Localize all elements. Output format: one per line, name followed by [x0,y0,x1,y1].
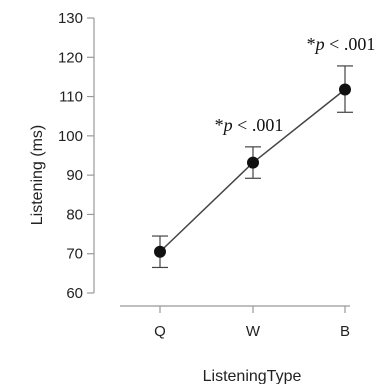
y-axis: 60 70 80 90 100 110 120 130 [58,10,95,302]
y-tick-label: 80 [66,206,83,223]
plot-area: *p < .001*p < .001 [152,34,376,269]
y-tick-label: 100 [58,128,83,145]
annotation-threshold: < .001 [233,115,284,135]
y-tick-label: 120 [58,49,83,66]
y-tick-label: 130 [58,10,83,27]
y-tick-label: 60 [66,285,83,302]
annotation-star: * [307,34,316,54]
annotation-p: p [222,115,233,135]
annotation-star: * [215,115,224,135]
y-tick-label: 90 [66,167,83,184]
y-tick-label: 110 [59,89,83,106]
x-tick-label: Q [154,323,166,340]
data-point [247,156,259,169]
x-axis-title: ListeningType [203,368,302,384]
significance-annotation: *p < .001 [307,34,376,54]
x-tick-label: B [340,323,350,340]
x-tick-label: W [246,323,261,340]
data-point [339,83,351,96]
data-point [154,245,166,258]
y-tick-label: 70 [66,246,83,263]
annotation-p: p [314,34,325,54]
y-axis-title: Listening (ms) [29,125,46,225]
annotation-threshold: < .001 [325,34,376,54]
significance-annotation: *p < .001 [215,115,284,135]
